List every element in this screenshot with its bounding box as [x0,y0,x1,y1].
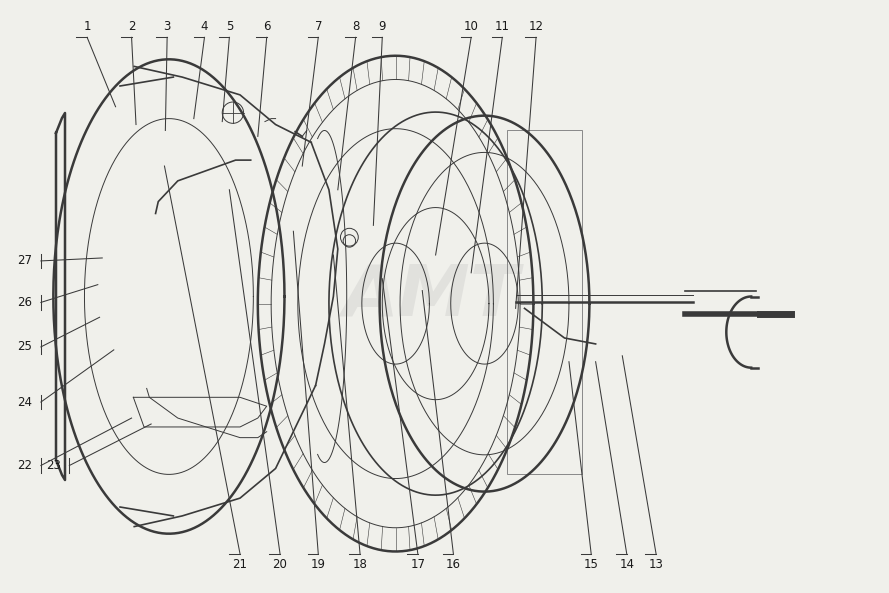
Text: 13: 13 [649,558,663,571]
Text: 26: 26 [18,296,32,309]
Text: 8: 8 [352,20,359,33]
Text: 2: 2 [128,20,135,33]
Text: 19: 19 [311,558,325,571]
Text: 14: 14 [620,558,634,571]
Text: 10: 10 [464,20,478,33]
Bar [507,130,582,474]
Text: 27: 27 [18,254,32,267]
Text: 9: 9 [379,20,386,33]
Text: 20: 20 [273,558,287,571]
Text: 1: 1 [84,20,91,33]
Text: 25: 25 [18,340,32,353]
Text: 18: 18 [353,558,367,571]
Text: 12: 12 [529,20,543,33]
Text: 17: 17 [411,558,425,571]
Text: 23: 23 [46,459,60,472]
Text: 11: 11 [495,20,509,33]
Text: 15: 15 [584,558,598,571]
Text: AMT: AMT [342,262,520,331]
Text: 4: 4 [201,20,208,33]
Text: 7: 7 [315,20,322,33]
Text: 3: 3 [164,20,171,33]
Text: 6: 6 [263,20,270,33]
Text: 22: 22 [18,459,32,472]
Text: 24: 24 [18,396,32,409]
Text: 5: 5 [226,20,233,33]
Text: 21: 21 [233,558,247,571]
Text: 16: 16 [446,558,461,571]
